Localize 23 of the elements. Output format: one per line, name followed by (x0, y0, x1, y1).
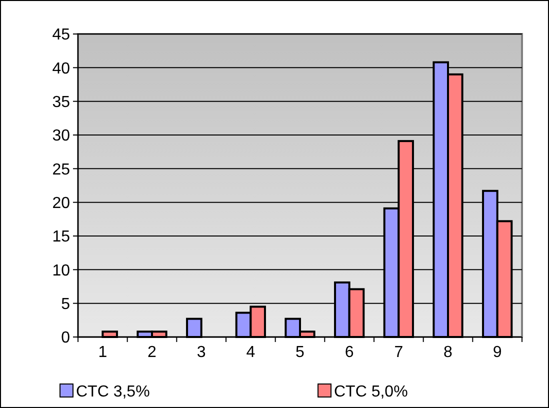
x-tick-label: 4 (246, 344, 256, 361)
y-tick-label: 15 (52, 228, 70, 246)
y-tick-label: 30 (52, 128, 70, 145)
y-tick-label: 35 (52, 94, 70, 111)
x-tick-label: 7 (394, 344, 404, 361)
y-tick-label: 20 (52, 194, 70, 212)
y-tick-label: 0 (61, 330, 70, 347)
x-tick-label: 6 (344, 344, 354, 361)
y-tick-label: 45 (52, 26, 70, 44)
y-tick-label: 10 (52, 262, 70, 280)
x-tick-label: 3 (196, 344, 206, 361)
x-tick-label: 9 (492, 344, 502, 361)
x-tick-label: 5 (296, 344, 305, 361)
bar (102, 330, 118, 338)
y-tick-label: 5 (61, 296, 70, 313)
y-tick-label: 40 (52, 60, 70, 78)
legend-label: CTC 5,0% (334, 384, 408, 401)
x-tick-label: 1 (98, 344, 108, 361)
y-tick-label: 25 (52, 161, 70, 178)
x-tick-label: 2 (148, 344, 157, 361)
x-tick-label: 8 (444, 344, 453, 361)
legend-label: CTC 3,5% (76, 384, 150, 401)
bar (186, 318, 202, 338)
